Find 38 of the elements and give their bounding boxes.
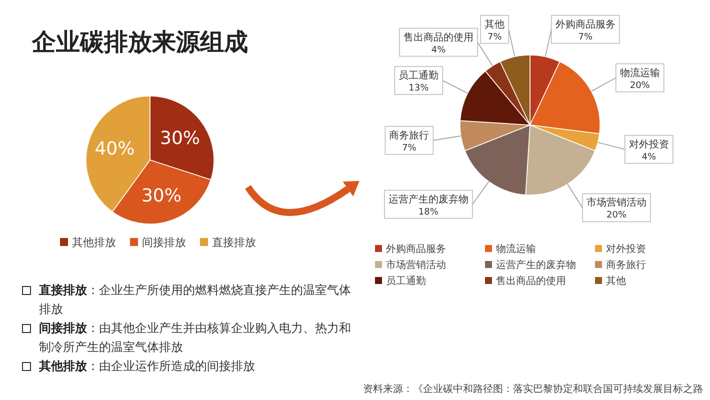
slice-label: 售出商品的使用 bbox=[403, 31, 474, 44]
legend-label: 间接排放 bbox=[142, 236, 186, 249]
data-label: 30% bbox=[141, 185, 182, 206]
legend-label: 其他排放 bbox=[72, 236, 116, 249]
data-label: 18% bbox=[418, 207, 439, 218]
text: 资料来源：《企业碳中和路径图：落实巴黎协定和联合国可持续发展目标之路 bbox=[363, 383, 703, 395]
legend-label: 市场营销活动 bbox=[386, 259, 446, 271]
legend-label: 商务旅行 bbox=[606, 259, 646, 271]
slice-label: 其他 bbox=[484, 18, 505, 30]
data-label: 20% bbox=[606, 210, 627, 221]
legend-label: 直接排放 bbox=[212, 236, 256, 249]
legend-label: 员工通勤 bbox=[386, 275, 426, 287]
data-label: 30% bbox=[160, 128, 200, 150]
legend-label: 售出商品的使用 bbox=[496, 275, 566, 287]
legend-label: 其他 bbox=[606, 275, 626, 287]
slice-label: 对外投资 bbox=[628, 138, 669, 150]
data-label: 40% bbox=[94, 138, 135, 160]
data-label: 7% bbox=[402, 143, 417, 154]
slice-label: 商务旅行 bbox=[389, 129, 430, 142]
slice-label: 外购商品服务 bbox=[555, 18, 616, 30]
slice-label: 员工通勤 bbox=[398, 70, 439, 82]
data-label: 7% bbox=[487, 32, 502, 42]
text: 其他排放：由企业运作所造成的间接排放 bbox=[39, 358, 256, 375]
slice-label: 市场营销活动 bbox=[586, 196, 647, 209]
text: 直接排放：企业生产所使用的燃料燃烧直接产生的温室气体排放 bbox=[39, 283, 351, 316]
slice-label: 运营产生的废弃物 bbox=[388, 193, 468, 206]
legend-label: 运营产生的废弃物 bbox=[496, 259, 576, 271]
data-label: 20% bbox=[630, 80, 650, 91]
legend-label: 对外投资 bbox=[606, 243, 646, 255]
data-label: 13% bbox=[408, 84, 430, 94]
legend-label: 物流运输 bbox=[496, 243, 536, 255]
legend-label: 外购商品服务 bbox=[386, 243, 446, 255]
chart-title: 企业碳排放来源组成 bbox=[31, 28, 248, 56]
data-label: 4% bbox=[431, 45, 446, 56]
data-label: 4% bbox=[642, 152, 657, 162]
text: 间接排放：由其他企业产生并由核算企业购入电力、热力和制冷所产生的温室气体排放 bbox=[39, 320, 352, 356]
data-label: 7% bbox=[578, 32, 593, 42]
slice-label: 物流运输 bbox=[620, 66, 660, 79]
